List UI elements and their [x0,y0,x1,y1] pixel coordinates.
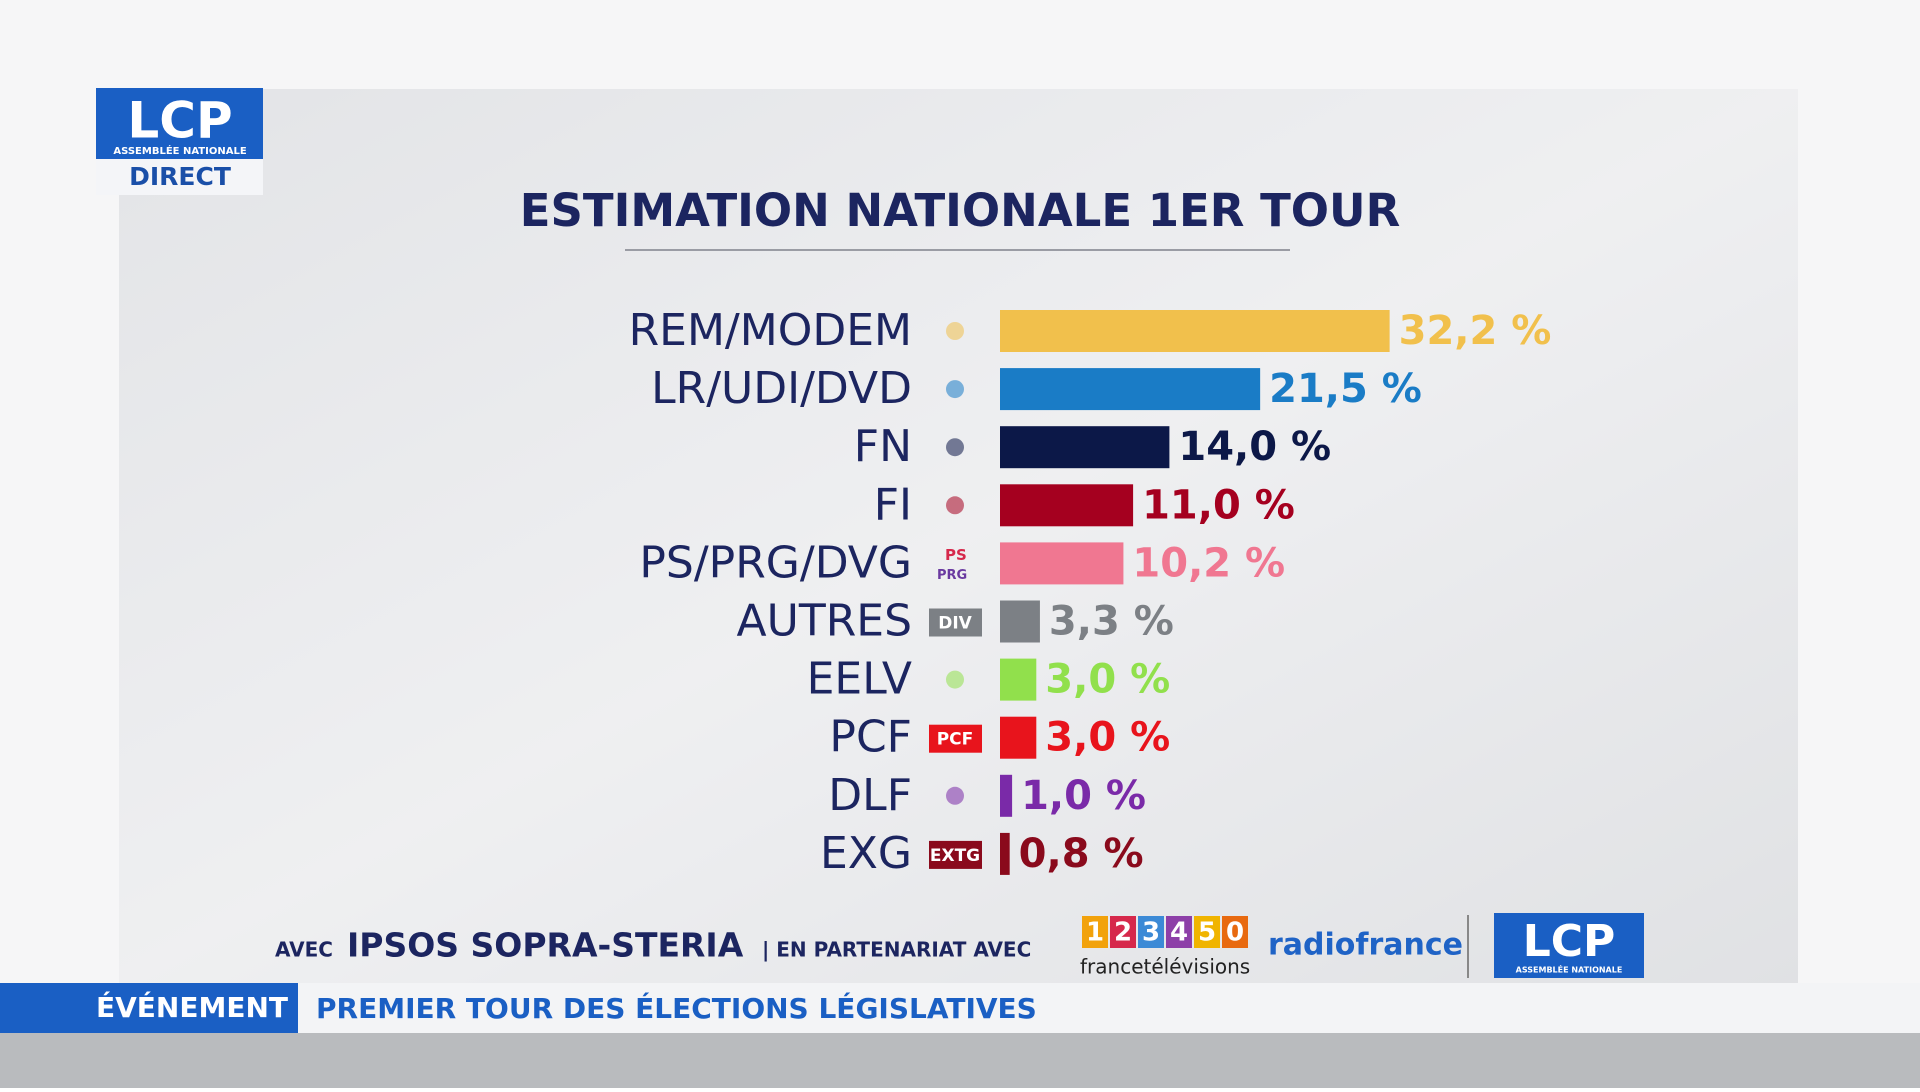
value-label: 3,3 % [1049,599,1174,645]
credit-partnership: | EN PARTENARIAT AVEC [762,938,1031,962]
bar [1000,600,1040,643]
ftv-digit: 4 [1170,918,1188,948]
bar [1000,310,1390,352]
party-logo-text: PS [945,546,967,564]
value-label: 11,0 % [1142,482,1295,528]
bar [1000,368,1261,411]
ftv-digit-box [1082,916,1108,948]
banner-headline: PREMIER TOUR DES ÉLECTIONS LÉGISLATIVES [316,991,1037,1025]
party-logo-text: PRG [937,568,967,583]
panel [119,89,1798,983]
party-logo [946,380,964,399]
bar [1000,716,1037,759]
ftv-digit: 3 [1142,918,1160,948]
lcp-logo [1494,913,1644,978]
bar [1000,774,1013,817]
bar [1000,484,1134,527]
party-logo [946,438,964,457]
party-logo [946,322,964,340]
ftv-digit: 0 [1226,918,1244,948]
party-logo [929,608,982,637]
ftv-digit-box [1138,916,1164,948]
party-logo [929,840,982,869]
category-label: LR/UDI/DVD [651,363,912,414]
value-label: 10,2 % [1132,540,1285,586]
category-label: DLF [828,770,912,821]
channel-logo [96,88,263,159]
direct-box [96,159,263,195]
ftv-digit: 5 [1198,918,1216,948]
category-label: EXG [820,828,912,879]
radio-name: radiofrance [1268,928,1463,963]
channel-name: LCP [127,92,232,150]
credit-pollster: IPSOS SOPRA-STERIA [347,926,744,965]
party-logo-text: DIV [938,614,972,634]
value-label: 3,0 % [1045,715,1170,761]
value-label: 0,8 % [1019,831,1144,877]
ftv-digit-box [1166,916,1192,948]
value-label: 1,0 % [1021,773,1146,819]
category-label: PS/PRG/DVG [639,537,912,588]
ftv-name: francetélévisions [1080,955,1250,979]
banner [0,983,1920,1033]
lower-strip [0,1033,1920,1088]
ftv-digit-box [1194,916,1220,948]
banner-tag-box [0,983,298,1033]
bar [1000,542,1124,585]
party-logo-text: EXTG [930,846,980,866]
category-label: AUTRES [737,596,912,647]
bar [1000,658,1037,701]
ftv-digit-box [1110,916,1136,948]
lcp-subtitle: ASSEMBLÉE NATIONALE [1516,964,1623,975]
credit-with: AVEC [275,938,333,962]
direct-label: DIRECT [129,162,231,191]
ftv-digit-box [1222,916,1248,948]
ftv-digit: 1 [1086,918,1104,948]
party-logo [946,496,964,515]
category-label: EELV [807,654,912,705]
bar [1000,832,1010,875]
channel-subtitle: ASSEMBLÉE NATIONALE [113,144,246,157]
party-logo [929,724,982,753]
value-label: 21,5 % [1269,366,1422,412]
bar [1000,426,1170,469]
category-label: PCF [829,712,912,763]
category-label: FI [874,479,912,530]
ftv-digit: 2 [1114,918,1132,948]
party-logo-text: PCF [937,730,974,750]
panel-veil [119,89,1798,983]
banner-tag: ÉVÉNEMENT [96,990,288,1024]
category-label: REM/MODEM [629,305,912,356]
value-label: 32,2 % [1399,308,1552,354]
value-label: 3,0 % [1045,657,1170,703]
party-logo [946,786,964,805]
value-label: 14,0 % [1178,424,1331,470]
lcp-name: LCP [1523,916,1616,967]
party-logo [946,670,964,689]
category-label: FN [854,421,912,472]
chart-title: ESTIMATION NATIONALE 1ER TOUR [520,184,1401,237]
